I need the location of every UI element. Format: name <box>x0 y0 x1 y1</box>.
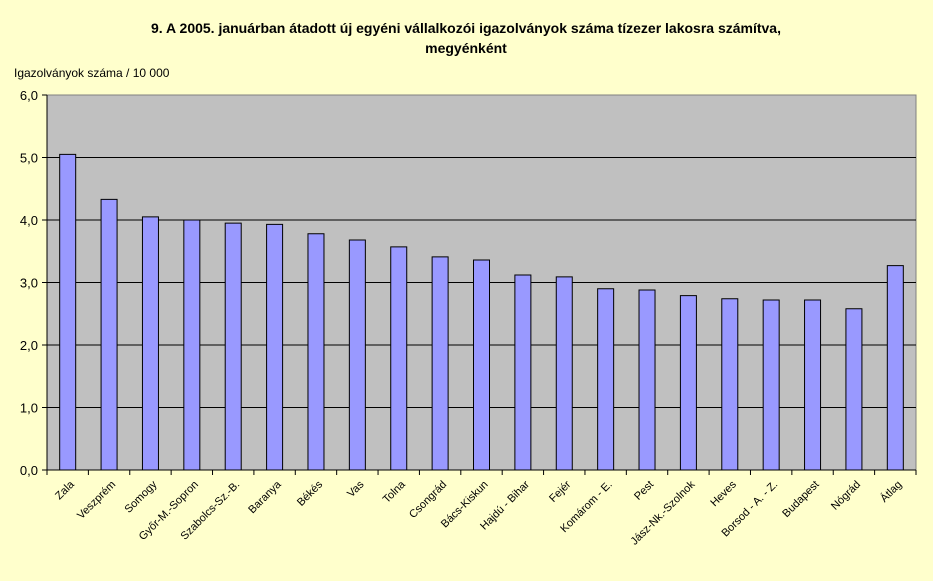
bar <box>224 222 242 471</box>
y-tick-label: 5,0 <box>20 151 38 166</box>
y-tick-label: 1,0 <box>20 401 38 416</box>
bar <box>183 219 201 471</box>
x-tick-label: Veszprém <box>75 479 118 522</box>
y-tick-label: 4,0 <box>20 213 38 228</box>
bar <box>59 153 77 471</box>
bar <box>804 299 822 471</box>
bar <box>514 274 532 471</box>
x-tick-label: Pest <box>632 479 656 503</box>
x-tick-label: Nógrád <box>829 479 863 513</box>
bar <box>348 239 366 471</box>
bar <box>555 276 573 471</box>
y-tick-label: 6,0 <box>20 88 38 103</box>
x-tick-label: Fejér <box>547 478 573 504</box>
bar <box>721 298 739 471</box>
chart-title-line2: megyénként <box>425 40 507 56</box>
bar <box>473 259 490 471</box>
x-tick-label: Csongrád <box>407 479 449 521</box>
bar <box>886 265 904 471</box>
bar <box>597 288 615 471</box>
x-tick-label: Átlag <box>878 478 905 505</box>
chart-title-line1: 9. A 2005. januárban átadott új egyéni v… <box>151 20 781 36</box>
x-tick-label: Vas <box>345 478 367 500</box>
x-tick-label: Heves <box>708 478 739 509</box>
y-tick-label: 3,0 <box>20 276 38 291</box>
x-tick-label: Zala <box>53 478 77 502</box>
x-tick-label: Somogy <box>123 478 160 515</box>
x-tick-label: Budapest <box>780 479 821 520</box>
bars <box>59 153 904 471</box>
bar <box>845 308 863 471</box>
axes <box>42 94 917 475</box>
x-tick-label: Tolna <box>381 478 409 506</box>
bar <box>100 198 118 471</box>
x-tick-label: Békés <box>295 478 325 508</box>
bar <box>141 216 159 471</box>
bar <box>266 223 284 471</box>
bar <box>762 299 780 471</box>
bar <box>431 256 449 471</box>
bar <box>679 295 697 471</box>
bar <box>390 246 408 471</box>
x-tick-label: Baranya <box>246 478 284 516</box>
bar <box>638 289 656 471</box>
y-tick-label: 0,0 <box>20 463 38 478</box>
y-tick-labels: 0,0 1,0 2,0 3,0 4,0 5,0 6,0 <box>20 88 38 478</box>
y-axis-label: Igazolványok száma / 10 000 <box>14 66 170 80</box>
y-tick-label: 2,0 <box>20 338 38 353</box>
bar <box>307 233 325 471</box>
